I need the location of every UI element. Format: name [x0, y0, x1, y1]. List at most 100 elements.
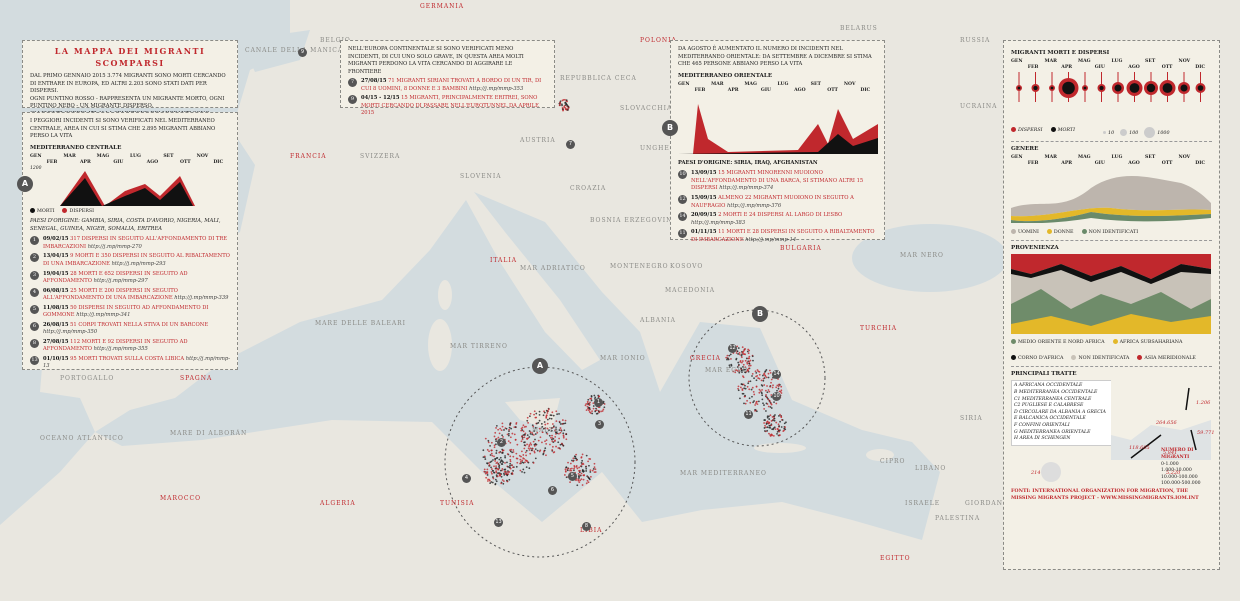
migrant-dot	[585, 467, 588, 470]
migrant-dot	[598, 411, 601, 414]
map-label: BULGARIA	[780, 245, 822, 252]
map-label: PORTOGALLO	[60, 375, 114, 382]
incident-link: http://j.mp/mmp-355	[93, 346, 148, 353]
month-label: APR	[727, 87, 739, 93]
migrant-dot	[497, 468, 500, 471]
map-label: GERMANIA	[420, 3, 464, 10]
migrant-dot	[578, 477, 580, 479]
route: G MEDITERRANEA ORIENTALE	[1014, 429, 1091, 435]
area-morti	[678, 134, 878, 155]
migrant-dot	[760, 391, 763, 394]
migrant-dot	[741, 353, 743, 356]
count-title: NUMERO DI MIGRANTI	[1161, 448, 1194, 460]
month-label: MAR	[1044, 59, 1057, 65]
migrant-dot	[564, 470, 567, 473]
month-label: APR	[1061, 161, 1073, 167]
migrant-dot	[495, 425, 498, 427]
legend-label: MORTI	[37, 209, 55, 215]
migrant-dot	[581, 463, 583, 466]
migrant-dot	[744, 347, 747, 350]
migrant-dot	[551, 449, 554, 451]
incident-desc: 317 DISPERSI IN SEGUITO ALL'AFFONDAMENTO…	[43, 236, 228, 250]
incident-number: 2	[30, 253, 39, 263]
migrant-dot	[549, 414, 552, 417]
map-label: AUSTRIA	[519, 137, 556, 144]
migrant-dot	[522, 454, 525, 456]
migrant-dot	[491, 469, 494, 472]
migrant-dot	[523, 457, 525, 460]
migrant-dot	[758, 373, 761, 376]
map-incident: 9	[298, 48, 307, 57]
migrant-dot	[780, 385, 783, 388]
migrant-dot	[524, 461, 526, 464]
map-label: MAR TIRRENO	[450, 343, 508, 350]
migrant-dot	[496, 475, 499, 478]
migrant-dot	[770, 407, 773, 409]
route-map-land	[1111, 380, 1211, 441]
migrant-dot	[755, 385, 758, 388]
migrant-dot	[523, 447, 526, 450]
incident-desc: 51 CORPI TROVATI NELLA STIVA DI UN BARCO…	[70, 321, 209, 328]
migrant-dot	[526, 434, 529, 437]
migrant-dot	[735, 357, 738, 360]
migrant-dot	[765, 396, 768, 399]
migrant-dot	[495, 470, 498, 473]
migrant-dot	[744, 387, 747, 390]
migrant-dot	[555, 410, 558, 413]
migrant-dot	[570, 467, 573, 470]
migrant-dot	[586, 402, 589, 405]
migrant-dot	[533, 430, 536, 432]
migrant-dot	[580, 472, 583, 475]
map-label: ITALIA	[490, 257, 517, 264]
migrant-dot	[558, 429, 561, 431]
migrant-dot	[587, 407, 589, 410]
migrant-dot	[532, 440, 535, 443]
migrant-dot	[506, 480, 509, 483]
axis-label: 1200	[30, 166, 42, 172]
migrant-dot	[552, 437, 555, 440]
migrant-dot	[495, 465, 497, 467]
migrant-dot	[537, 439, 540, 442]
legend-swatch	[1011, 339, 1016, 345]
migrant-dot	[576, 484, 579, 487]
incident-text: 20/09/15 2 MORTI E 24 DISPERSI AL LARGO …	[691, 212, 877, 227]
migrant-dot	[751, 373, 754, 375]
migrant-dot	[546, 412, 549, 414]
migrant-dot	[744, 402, 747, 405]
migrant-dot	[739, 359, 742, 362]
migrant-dot	[749, 359, 752, 362]
migrant-dot	[566, 469, 569, 472]
migrant-dot	[530, 449, 533, 452]
migrant-dot	[594, 410, 597, 413]
migrant-dot	[486, 468, 489, 471]
incident-desc: 15 MIGRANTI MINORENNI MUOIONO NELL'AFFON…	[691, 170, 864, 192]
month-label: MAG	[1078, 59, 1091, 65]
incident-text: 09/02/15 317 DISPERSI IN SEGUITO ALL'AFF…	[43, 236, 230, 251]
migrant-dot	[601, 410, 604, 412]
migrant-dot	[770, 424, 773, 427]
migrant-dot	[602, 402, 605, 405]
count-item: 1.000-10.000	[1161, 468, 1192, 474]
migrant-dot	[730, 358, 732, 360]
migrant-dot	[767, 405, 770, 408]
migrant-dot	[534, 457, 537, 460]
migrant-dot	[588, 464, 590, 467]
migrant-dot	[744, 371, 746, 374]
migrant-dot	[769, 385, 772, 388]
migrant-dot	[483, 470, 486, 473]
migrant-dot	[589, 469, 592, 472]
migrant-dot	[509, 441, 512, 444]
month-label: GIU	[760, 87, 771, 93]
migrant-dot	[761, 394, 764, 397]
incident-desc: 11 MORTI E 28 DISPERSI IN SEGUITO A RIBA…	[691, 229, 875, 243]
migrant-dot	[497, 436, 500, 439]
legend-item: NON IDENTIFICATA	[1071, 355, 1129, 363]
migrant-dot	[586, 400, 589, 403]
map-label: MAROCCO	[160, 495, 201, 502]
map-label: MAR EGEO	[705, 367, 748, 374]
month-label: OTT	[1161, 65, 1173, 71]
migrant-dot	[759, 390, 762, 392]
migrant-dot	[498, 473, 501, 475]
migrant-dot	[525, 459, 528, 462]
migrant-dot	[775, 386, 778, 389]
